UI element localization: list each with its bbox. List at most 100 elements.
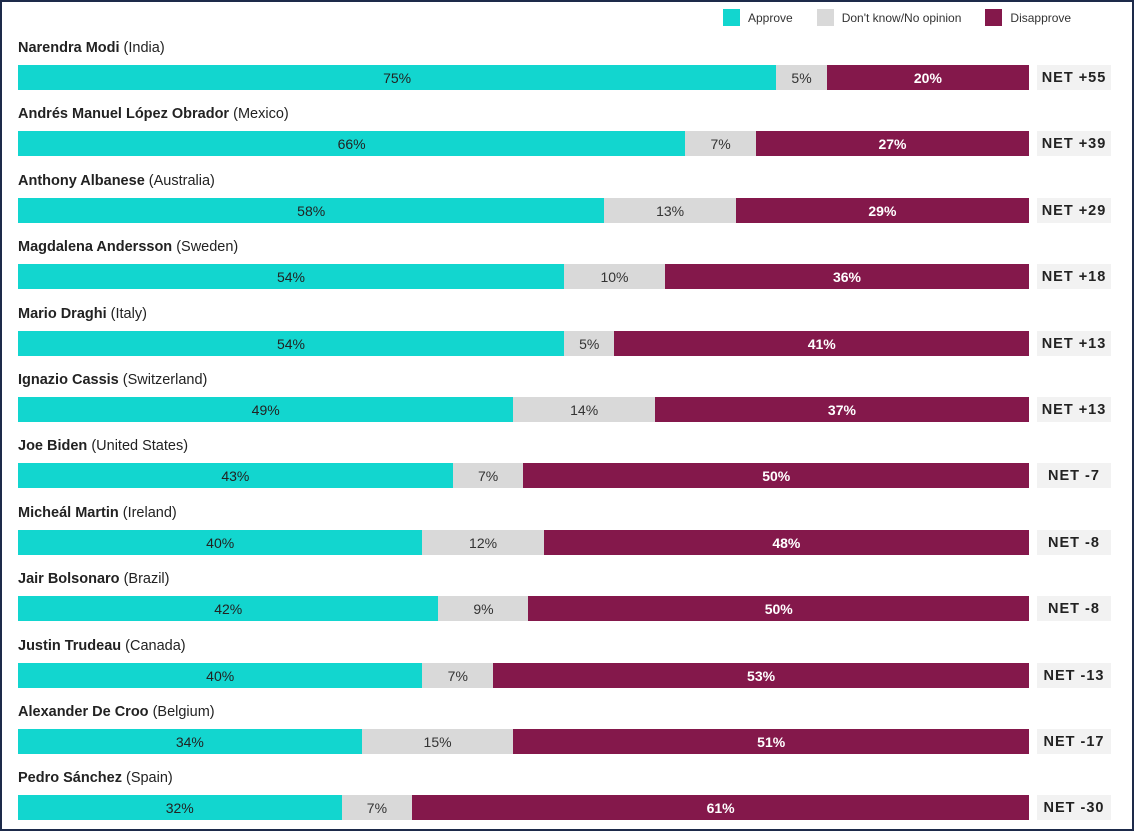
chart-row: Ignazio Cassis (Switzerland) 49% 14% 37% NET… — [0, 372, 1134, 438]
leader-label: Joe Biden (United States) — [18, 438, 188, 454]
stacked-bar: 66% 7% 27% — [18, 131, 1029, 156]
leader-country: (Canada) — [125, 638, 186, 654]
dont-know-segment: 5% — [563, 331, 615, 356]
leader-name: Jair Bolsonaro — [18, 571, 120, 587]
net-score-badge: NET -30 — [1037, 795, 1111, 820]
data-label: 34% — [175, 733, 204, 750]
legend-label-disapprove: Disapprove — [1010, 10, 1072, 25]
legend-item-disapprove: Disapprove — [985, 9, 1071, 26]
data-label: 49% — [251, 401, 280, 418]
net-score-badge: NET -17 — [1037, 729, 1111, 754]
net-score-badge: NET +13 — [1037, 331, 1111, 356]
data-label: 29% — [868, 202, 897, 219]
data-label: 61% — [706, 799, 735, 816]
data-label: 5% — [579, 335, 600, 352]
approve-segment: 40% — [18, 663, 423, 688]
approve-segment: 54% — [18, 331, 564, 356]
data-label: 20% — [913, 69, 942, 86]
dont-know-segment: 7% — [452, 463, 524, 488]
leader-name: Ignazio Cassis — [18, 372, 119, 388]
dont-know-segment: 14% — [513, 397, 655, 422]
disapprove-segment: 61% — [412, 795, 1029, 820]
legend-swatch-dont-know — [816, 9, 834, 26]
dont-know-segment: 15% — [361, 729, 514, 754]
leader-country: (Brazil) — [123, 571, 170, 587]
data-label: 7% — [710, 135, 731, 152]
approve-segment: 58% — [18, 198, 605, 223]
disapprove-segment: 50% — [523, 463, 1029, 488]
leader-label: Micheál Martin (Ireland) — [18, 505, 177, 521]
leader-country: (United States) — [91, 438, 189, 454]
net-score-badge: NET -7 — [1037, 463, 1111, 488]
legend-label-dont-know: Don't know/No opinion — [841, 10, 962, 25]
stacked-bar: 40% 7% 53% — [18, 663, 1029, 688]
chart-row: Mario Draghi (Italy) 54% 5% 41% NET +13 — [0, 306, 1134, 372]
stacked-bar: 32% 7% 61% — [18, 795, 1029, 820]
leader-label: Pedro Sánchez (Spain) — [18, 770, 173, 786]
disapprove-segment: 27% — [756, 131, 1029, 156]
chart-row: Joe Biden (United States) 43% 7% 50% NET -7 — [0, 438, 1134, 504]
leader-name: Narendra Modi — [18, 40, 120, 56]
data-label: 41% — [807, 335, 836, 352]
stacked-bar: 34% 15% 51% — [18, 729, 1029, 754]
data-label: 14% — [570, 401, 599, 418]
stacked-bar: 75% 5% 20% — [18, 65, 1029, 90]
leader-label: Andrés Manuel López Obrador (Mexico) — [18, 106, 289, 122]
stacked-bar: 42% 9% 50% — [18, 596, 1029, 621]
net-score-badge: NET +39 — [1037, 131, 1111, 156]
disapprove-segment: 37% — [654, 397, 1029, 422]
disapprove-segment: 53% — [493, 663, 1029, 688]
dont-know-segment: 5% — [776, 65, 827, 90]
chart-row: Narendra Modi (India) 75% 5% 20% NET +55 — [0, 40, 1134, 106]
dont-know-segment: 7% — [685, 131, 757, 156]
data-label: 27% — [878, 135, 907, 152]
legend-item-dont-know: Don't know/No opinion — [816, 9, 962, 26]
data-label: 50% — [762, 467, 791, 484]
leader-name: Magdalena Andersson — [18, 239, 173, 255]
data-label: 7% — [366, 799, 388, 816]
leader-label: Narendra Modi (India) — [18, 40, 165, 56]
approve-segment: 40% — [18, 530, 423, 555]
leader-country: (Spain) — [125, 770, 173, 786]
leader-name: Mario Draghi — [18, 306, 107, 322]
leader-label: Mario Draghi (Italy) — [18, 306, 147, 322]
approve-segment: 43% — [18, 463, 453, 488]
leader-label: Justin Trudeau (Canada) — [18, 638, 186, 654]
data-label: 9% — [473, 600, 494, 617]
stacked-bar: 54% 10% 36% — [18, 264, 1029, 289]
data-label: 43% — [221, 467, 250, 484]
disapprove-segment: 20% — [826, 65, 1029, 90]
stacked-bar: 40% 12% 48% — [18, 530, 1029, 555]
leader-label: Alexander De Croo (Belgium) — [18, 704, 215, 720]
leader-name: Micheál Martin — [18, 505, 119, 521]
data-label: 58% — [297, 202, 326, 219]
approve-segment: 49% — [18, 397, 514, 422]
data-label: 54% — [276, 335, 305, 352]
leader-country: (Italy) — [110, 306, 147, 322]
leader-country: (Mexico) — [233, 106, 289, 122]
net-score-badge: NET +18 — [1037, 264, 1111, 289]
approve-segment: 75% — [18, 65, 777, 90]
data-label: 12% — [469, 534, 498, 551]
net-score-badge: NET +13 — [1037, 397, 1111, 422]
data-label: 32% — [165, 799, 194, 816]
legend-item-approve: Approve — [723, 9, 793, 26]
data-label: 42% — [214, 600, 243, 617]
disapprove-segment: 36% — [665, 264, 1029, 289]
chart-row: Magdalena Andersson (Sweden) 54% 10% 36% NET… — [0, 239, 1134, 305]
dont-know-segment: 7% — [422, 663, 494, 688]
leader-name: Justin Trudeau — [18, 638, 122, 654]
stacked-bar: 54% 5% 41% — [18, 331, 1029, 356]
dont-know-segment: 9% — [438, 596, 529, 621]
data-label: 7% — [477, 467, 499, 484]
leader-country: (Sweden) — [176, 239, 239, 255]
chart-row: Alexander De Croo (Belgium) 34% 15% 51% NET … — [0, 704, 1134, 770]
net-score-badge: NET -8 — [1037, 530, 1111, 555]
approve-segment: 54% — [18, 264, 564, 289]
dont-know-segment: 12% — [422, 530, 544, 555]
leader-name: Alexander De Croo — [18, 704, 149, 720]
data-label: 40% — [206, 667, 235, 684]
leader-country: (Switzerland) — [122, 372, 208, 388]
data-label: 5% — [791, 69, 812, 86]
